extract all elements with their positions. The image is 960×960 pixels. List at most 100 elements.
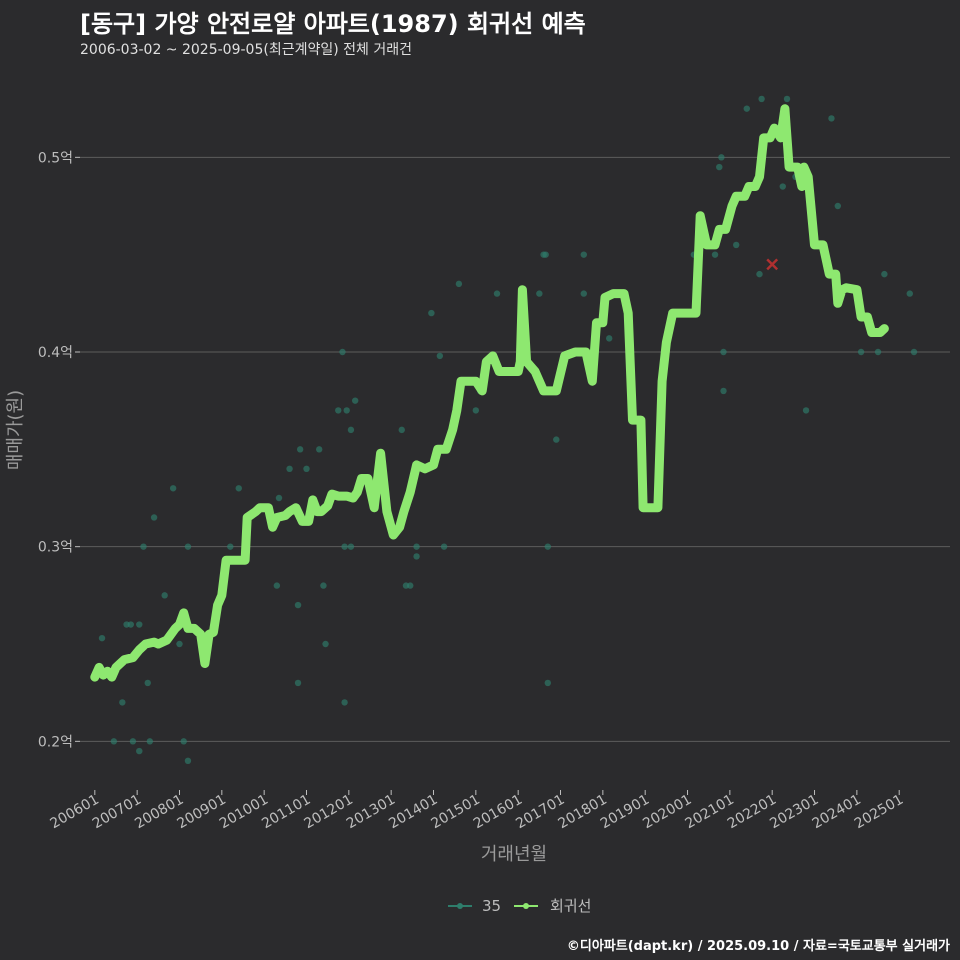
scatter-series <box>98 95 918 764</box>
scatter-point-34 <box>343 407 350 414</box>
scatter-point-5 <box>129 738 137 745</box>
scatter-point-21 <box>275 494 283 502</box>
scatter-point-16 <box>184 757 192 764</box>
prediction-marker <box>766 258 779 271</box>
scatter-point-25 <box>296 446 304 453</box>
scatter-point-70 <box>779 183 786 190</box>
scatter-point-42 <box>413 553 420 560</box>
scatter-point-29 <box>322 640 329 648</box>
scatter-point-62 <box>716 163 723 171</box>
scatter-point-20 <box>273 582 281 589</box>
scatter-point-56 <box>580 290 587 297</box>
scatter-point-45 <box>440 543 448 550</box>
scatter-point-1 <box>110 738 118 745</box>
scatter-point-49 <box>493 290 501 297</box>
scatter-point-50 <box>536 290 543 297</box>
scatter-point-76 <box>857 348 865 356</box>
scatter-point-13 <box>169 485 177 492</box>
scatter-point-35 <box>347 426 355 434</box>
y-tick-label-3: 0.5억 <box>38 150 73 166</box>
scatter-point-2 <box>119 699 126 706</box>
scatter-point-65 <box>720 387 727 395</box>
legend-scatter-label: 35 <box>482 897 501 915</box>
scatter-point-38 <box>398 426 405 434</box>
y-tick-label-0: 0.2억 <box>38 734 73 750</box>
scatter-point-80 <box>910 348 918 356</box>
scatter-point-69 <box>758 95 765 103</box>
scatter-point-52 <box>542 251 549 258</box>
regression-line <box>90 104 889 682</box>
scatter-point-37 <box>351 397 359 404</box>
scatter-point-23 <box>294 601 302 609</box>
scatter-point-77 <box>874 348 882 356</box>
footer-credit: ©디아파트(dapt.kr) / 2025.09.10 / 자료=국토교통부 실… <box>566 939 950 954</box>
scatter-point-19 <box>235 485 242 492</box>
scatter-point-27 <box>315 446 323 453</box>
scatter-point-6 <box>136 621 143 628</box>
scatter-point-40 <box>407 582 414 589</box>
regression-series <box>90 104 889 682</box>
scatter-point-14 <box>176 640 183 648</box>
scatter-point-67 <box>743 105 750 112</box>
scatter-point-7 <box>136 747 143 755</box>
scatter-point-79 <box>906 290 913 297</box>
scatter-point-0 <box>98 634 106 642</box>
scatter-point-31 <box>339 348 346 356</box>
y-axis-ticks: 0.2억 0.3억 0.4억 0.5억 <box>38 150 80 750</box>
x-axis-label: 거래년월 <box>481 844 547 865</box>
scatter-point-74 <box>828 115 835 122</box>
scatter-point-78 <box>881 270 888 278</box>
scatter-point-17 <box>184 543 192 550</box>
y-axis-label: 매매가(원) <box>5 390 26 470</box>
scatter-point-9 <box>144 679 151 687</box>
scatter-point-75 <box>834 202 842 210</box>
grid-lines <box>80 156 950 742</box>
x-tick-label-19: 202501 <box>852 792 906 833</box>
x-axis-ticks: 2006012007012008012009012010012011012012… <box>48 790 906 833</box>
legend: 35 회귀선 <box>448 897 591 915</box>
scatter-point-30 <box>335 407 342 414</box>
scatter-point-28 <box>320 582 327 589</box>
scatter-point-36 <box>347 543 355 550</box>
scatter-point-53 <box>544 543 552 550</box>
scatter-point-63 <box>718 154 725 161</box>
scatter-point-55 <box>553 436 560 443</box>
prediction-marker-stroke-2 <box>766 258 779 271</box>
scatter-point-32 <box>341 699 348 706</box>
scatter-point-41 <box>413 543 420 550</box>
chart-title: [동구] 가양 안전로얄 아파트(1987) 회귀선 예측 <box>80 10 586 38</box>
y-tick-label-1: 0.3억 <box>38 540 73 556</box>
legend-regression-label: 회귀선 <box>550 897 591 915</box>
scatter-point-71 <box>783 95 791 103</box>
scatter-point-68 <box>756 270 763 278</box>
scatter-point-11 <box>150 514 158 521</box>
scatter-point-8 <box>140 543 147 550</box>
scatter-point-46 <box>455 280 463 288</box>
scatter-point-24 <box>294 679 302 687</box>
scatter-point-43 <box>428 309 435 317</box>
y-tick-label-2: 0.4억 <box>38 345 73 361</box>
scatter-point-61 <box>711 251 719 258</box>
chart-subtitle: 2006-03-02 ~ 2025-09-05(최근계약일) 전체 거래건 <box>80 42 412 58</box>
legend-item-scatter: 35 <box>448 897 501 915</box>
scatter-point-57 <box>580 251 587 258</box>
scatter-point-64 <box>720 348 727 356</box>
scatter-point-44 <box>436 352 444 360</box>
scatter-point-10 <box>146 738 154 745</box>
legend-scatter-swatch <box>457 903 463 909</box>
scatter-point-66 <box>733 241 740 249</box>
scatter-point-18 <box>227 543 234 550</box>
scatter-point-47 <box>472 407 480 414</box>
scatter-point-58 <box>605 335 613 342</box>
scatter-point-73 <box>802 407 810 414</box>
scatter-point-15 <box>180 738 187 745</box>
scatter-point-26 <box>303 465 310 472</box>
scatter-point-33 <box>341 543 348 550</box>
scatter-point-22 <box>286 465 293 472</box>
scatter-point-4 <box>127 621 135 628</box>
legend-item-regression: 회귀선 <box>514 897 591 915</box>
legend-regression-swatch <box>523 903 529 909</box>
scatter-point-12 <box>161 592 168 599</box>
scatter-point-54 <box>544 679 552 687</box>
